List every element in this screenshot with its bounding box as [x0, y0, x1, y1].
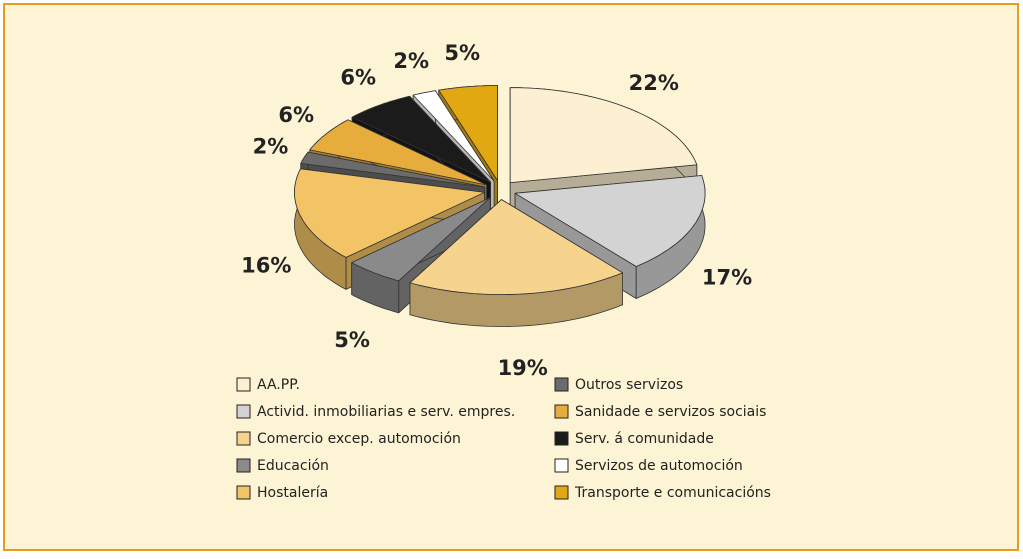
- slice-top: [509, 87, 698, 183]
- legend-swatch: [554, 404, 569, 419]
- slice-top: [412, 90, 495, 182]
- legend-label: Comercio excep. automoción: [257, 431, 461, 447]
- legend-swatch: [236, 485, 251, 500]
- legend-label: Hostalería: [257, 485, 328, 501]
- slice-top: [309, 119, 487, 186]
- legend-label: Outros servizos: [575, 377, 683, 393]
- data-label: 17%: [702, 266, 752, 290]
- slice-top: [300, 151, 486, 188]
- data-label: 5%: [444, 41, 480, 65]
- data-label: 6%: [340, 66, 376, 90]
- data-label: 6%: [278, 103, 314, 127]
- slice-top: [294, 168, 485, 258]
- legend-swatch: [236, 431, 251, 446]
- slice-top: [438, 85, 498, 181]
- legend-swatch: [236, 377, 251, 392]
- data-label: 22%: [629, 71, 679, 95]
- legend-label: Sanidade e servizos sociais: [575, 404, 766, 420]
- legend-swatch: [236, 458, 251, 473]
- legend-label: Educación: [257, 458, 329, 474]
- data-label: 2%: [393, 49, 429, 73]
- slice-top: [351, 95, 491, 183]
- legend-swatch: [554, 431, 569, 446]
- legend-swatch: [554, 458, 569, 473]
- legend-swatch: [554, 377, 569, 392]
- data-label: 5%: [334, 328, 370, 352]
- data-label: 19%: [498, 356, 548, 380]
- legend-label: Servizos de automoción: [575, 458, 743, 474]
- legend-label: Serv. á comunidade: [575, 431, 714, 447]
- slice-top: [409, 199, 623, 295]
- data-label: 2%: [253, 134, 289, 158]
- legend-label: Activid. inmobiliarias e serv. empres.: [257, 404, 515, 420]
- slice-top: [514, 175, 706, 267]
- legend-label: Transporte e comunicacións: [574, 485, 771, 501]
- legend-label: AA.PP.: [257, 377, 300, 393]
- slice-top: [351, 197, 491, 282]
- data-label: 16%: [241, 253, 291, 277]
- legend-swatch: [554, 485, 569, 500]
- legend-swatch: [236, 404, 251, 419]
